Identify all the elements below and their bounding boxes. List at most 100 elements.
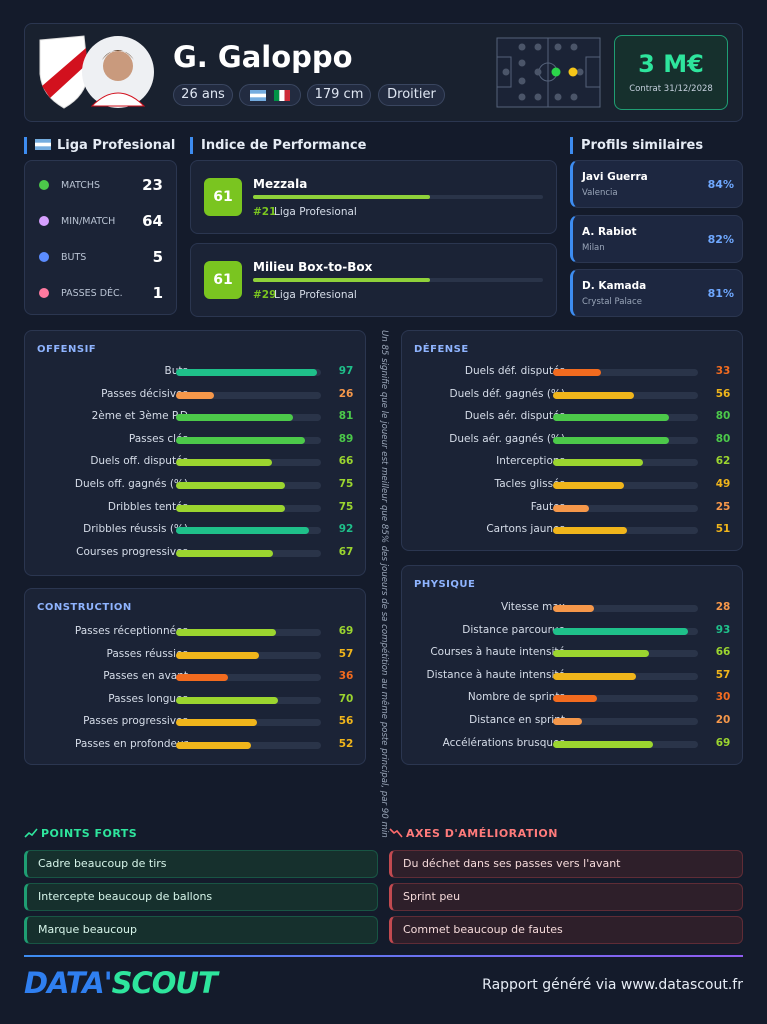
metric-bar [553,504,590,512]
logo: DATA'SCOUT [24,966,218,1000]
metric-label: Duels off. disputés [90,455,188,468]
metric-label: Passes en avant [103,670,188,683]
metric-bar [553,459,643,467]
foot: Droitier [378,84,445,106]
similar-title: Profils similaires [570,137,703,154]
logo-data: DATA' [24,966,113,1000]
flag-icons [250,90,290,101]
role: Milieu Box-to-Box [253,260,373,274]
market-value: 3 M€ [638,50,704,78]
stat-icon [39,180,49,190]
stat-label: BUTS [61,252,87,263]
metric-value: 66 [338,455,354,468]
stat-value: 64 [142,212,163,230]
divider [24,955,743,957]
club-and-photo [39,35,154,109]
similar-name: D. Kamada [582,280,647,292]
metric-value: 26 [338,387,354,400]
score-bar [253,278,430,282]
metric-value: 25 [715,500,731,513]
metric-bar [553,436,669,444]
league-header: Liga Profesional [24,137,175,154]
metric-bar [176,651,259,659]
metric-bar [176,391,214,399]
metric-value: 89 [338,432,354,445]
metric-bar [176,549,274,557]
metric-label: Distance en sprint [469,714,565,726]
metric-bar [176,436,306,444]
rank-league: Liga Profesional [274,289,357,301]
metric-value: 69 [338,625,354,637]
metric-label: Duels déf. gagnés (%) [449,387,565,400]
metric-label: Dribbles réussis (%) [83,523,188,536]
metric-bar [553,605,594,612]
metric-bar [553,527,627,535]
panel-title: PHYSIQUE [414,579,476,590]
metric-bar [553,627,688,635]
metric-label: Courses progressives [76,545,188,558]
metric-value: 97 [338,365,354,377]
league-title: Liga Profesional [57,138,176,153]
metric-track [553,482,698,489]
flag [35,139,51,150]
metric-bar [553,391,635,399]
panel-title: OFFENSIF [37,344,97,355]
stat-label: MATCHS [61,180,101,191]
metric-bar [176,696,278,704]
stat-value: 5 [152,248,163,266]
metric-value: 67 [338,545,354,558]
metric-bar [553,369,601,376]
performance-title: Indice de Performance [190,137,366,154]
metric-bar [176,719,258,727]
metric-track [553,605,698,612]
metric-track [553,718,698,725]
metric-label: Duels aér. gagnés (%) [449,432,565,445]
metric-label: Vitesse max [500,601,565,613]
stat-label: PASSES DÉC. [61,288,123,299]
metric-label: Passes en profondeur [74,738,188,750]
metric-value: 51 [715,523,731,536]
metric-bar [553,718,582,725]
metric-value: 93 [715,623,731,636]
similar-card [570,269,743,317]
metric-label: Duels aér. disputés [464,410,565,423]
metric-label: Buts [28,365,188,377]
metric-bar [176,369,317,376]
stat-icon [39,288,49,298]
metric-bar [553,650,649,658]
metric-label: Duels off. gagnés (%) [74,478,188,490]
logo-scout: SCOUT [111,966,218,1000]
metric-value: 69 [715,736,731,749]
similar-match: 82% [707,232,734,246]
metric-label: Distance à haute intensité [426,668,565,681]
metric-label: Interceptions [496,455,565,468]
strengths-title: POINTS FORTS [41,827,138,840]
height: 179 cm [307,84,371,106]
metric-label: Passes progressives [83,715,188,728]
metric-value: 80 [715,410,731,423]
stat-panel [401,565,743,765]
similar-card [570,214,743,263]
rank: #21 [253,206,277,218]
improvement-item: Du déchet dans ses passes vers l'avant [389,850,743,878]
stat-icon [39,252,49,262]
up-arrow-icon [24,828,38,838]
metric-label: Passes longues [108,692,188,705]
role: Mezzala [253,177,308,191]
metric-value: 70 [338,692,354,705]
metric-bar [176,629,277,636]
panel-title: DÉFENSE [414,344,469,355]
similar-club: Milan [582,242,605,253]
metric-value: 56 [338,715,354,728]
metric-value: 56 [715,387,731,400]
metric-label: Courses à haute intensité [430,646,565,659]
metric-value: 75 [338,500,354,513]
metric-label: Dribbles tentés [107,500,188,513]
metric-label: Accélérations brusques [442,736,565,749]
metric-value: 36 [338,670,354,683]
metric-value: 52 [338,738,354,750]
metric-label: Nombre de sprints [467,691,565,704]
metric-bar [176,459,272,467]
